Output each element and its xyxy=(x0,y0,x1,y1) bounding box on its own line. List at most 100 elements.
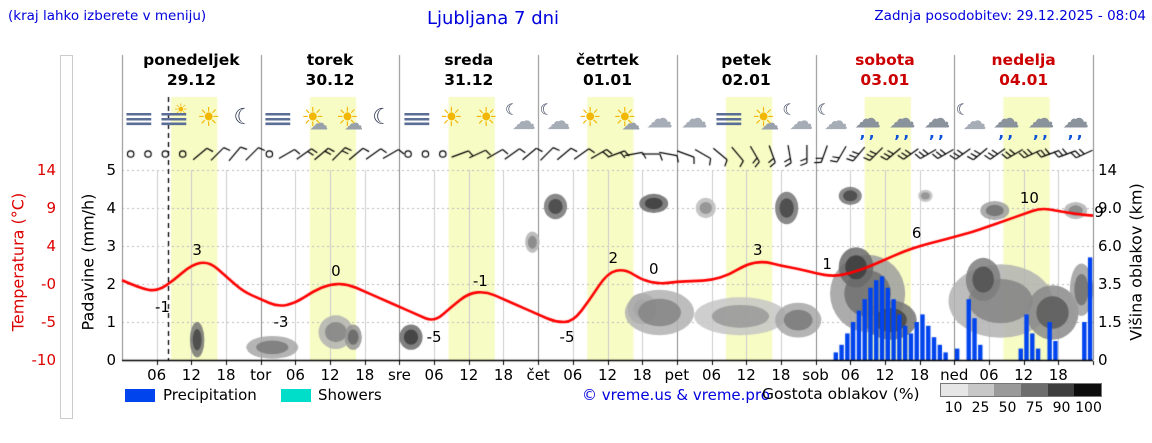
x-axis-day-label: tor xyxy=(250,366,272,384)
day-name: petek xyxy=(721,51,772,69)
x-axis-hour-label: 12 xyxy=(181,366,201,384)
x-axis-day-label: ned xyxy=(940,366,969,384)
cloud-axis-tick: 1.5 xyxy=(1098,313,1122,331)
x-axis-day-label: čet xyxy=(526,366,550,384)
temp-value-label: 3 xyxy=(752,241,763,260)
temp-value-label: -5 xyxy=(426,328,442,346)
x-axis-day-label: sre xyxy=(387,366,411,384)
temp-value-label: 1 xyxy=(822,255,832,274)
cloud-density-tick: 90 xyxy=(1052,400,1071,416)
day-header-četrtek: četrtek 01.01 xyxy=(576,50,639,90)
cloud-density-scale xyxy=(940,383,1102,397)
x-axis-day-label: pet xyxy=(664,366,690,384)
fog-sun-icon: ☀ ≡ xyxy=(157,99,191,132)
precip-axis-tick: 1 xyxy=(106,313,116,331)
temp-value-label: 9 xyxy=(1094,202,1104,221)
x-axis-hour-label: 06 xyxy=(840,366,860,384)
day-name: četrtek xyxy=(576,51,639,69)
day-date: 29.12 xyxy=(166,71,216,90)
sun-cloud-icon: ☀ ☁ xyxy=(613,103,641,135)
x-axis-hour-label: 06 xyxy=(979,366,999,384)
temp-value-label: 6 xyxy=(911,224,922,243)
copyright-link[interactable]: © vreme.us & vreme.pro xyxy=(582,386,770,404)
day-header-nedelja: nedelja 04.01 xyxy=(992,50,1056,90)
x-axis-hour-label: 12 xyxy=(459,366,479,384)
day-header-petek: petek 02.01 xyxy=(721,50,771,90)
precip-axis-tick: 2 xyxy=(106,275,116,293)
rain-icon: ☁ ‚‚ xyxy=(1062,103,1090,143)
temp-value-label: 3 xyxy=(192,241,202,260)
precip-axis-tick: 5 xyxy=(106,161,116,179)
cloud-density-cell xyxy=(1047,384,1075,396)
cloud-moon-icon: ☾ ☁ xyxy=(817,100,848,136)
day-header-torek: torek 30.12 xyxy=(306,50,355,90)
fog-icon: ≡ xyxy=(261,106,295,132)
sun-icon: ☀ xyxy=(578,103,602,134)
sun-icon: ☀ xyxy=(439,103,464,134)
x-axis-hour-label: 12 xyxy=(597,366,618,384)
temp-value-label: -5 xyxy=(559,328,575,346)
cloud-icon: ☁ xyxy=(646,103,674,135)
rain-icon: ☁ ‚‚ xyxy=(888,103,916,143)
precip-axis-tick: 4 xyxy=(106,199,116,217)
page-title: Ljubljana 7 dni xyxy=(426,8,560,29)
temp-axis-tick: 9 xyxy=(46,199,56,217)
x-axis-hour-label: 18 xyxy=(1048,366,1068,384)
x-axis-hour-label: 06 xyxy=(285,366,305,384)
precipitation-axis-label: Padavine (mm/h) xyxy=(78,193,98,331)
rain-icon: ☁ ‚‚ xyxy=(923,103,951,143)
temp-axis-tick: 4 xyxy=(46,237,56,255)
cloud-axis-tick: 14 xyxy=(1098,161,1118,179)
rain-icon: ☁ ‚‚ xyxy=(854,103,882,143)
cloud-density-tick: 100 xyxy=(1075,400,1102,416)
day-name: nedelja xyxy=(991,51,1056,69)
x-axis-hour-label: 18 xyxy=(216,366,236,384)
cloud-height-axis-label: Višina oblakov (km) xyxy=(1126,183,1146,341)
cloud-density-cell xyxy=(967,384,995,396)
cloud-density-tick: 10 xyxy=(944,400,963,416)
x-axis-day-label: sob xyxy=(802,366,829,384)
x-axis-hour-label: 12 xyxy=(1014,366,1034,384)
x-axis-hour-label: 18 xyxy=(632,366,652,384)
moon-icon: ☾ xyxy=(372,104,392,130)
cloud-density-cell xyxy=(994,384,1022,396)
cloud-density-tick: 25 xyxy=(971,400,990,416)
temp-axis-tick: 14 xyxy=(36,161,56,179)
temp-value-label: 0 xyxy=(648,260,659,279)
day-header-sreda: sreda 31.12 xyxy=(444,50,493,90)
temp-value-label: 10 xyxy=(1019,189,1039,208)
cloud-density-cell xyxy=(1021,384,1048,396)
x-axis-hour-label: 06 xyxy=(701,366,722,384)
cloud-density-cell xyxy=(1074,384,1102,396)
day-date: 30.12 xyxy=(305,71,355,90)
day-date: 03.01 xyxy=(860,71,910,90)
cloud-moon-icon: ☾ ☁ xyxy=(539,100,571,136)
day-header-sobota: sobota 03.01 xyxy=(855,50,915,90)
rain-icon: ☁ ‚‚ xyxy=(1027,103,1055,143)
menu-hint: (kraj lahko izberete v meniju) xyxy=(8,8,207,24)
precip-axis-tick: 0 xyxy=(106,351,116,369)
cloud-density-label: Gostota oblakov (%) xyxy=(762,385,920,403)
sun-cloud-icon: ☀ ☁ xyxy=(751,103,780,135)
cloud-icon: ☁ xyxy=(680,103,708,135)
day-date: 02.01 xyxy=(721,71,771,90)
temp-axis-tick: -0 xyxy=(41,275,56,293)
cloud-moon-icon: ☾ ☁ xyxy=(504,100,536,136)
day-date: 01.01 xyxy=(582,71,633,90)
x-axis-hour-label: 12 xyxy=(875,366,895,384)
temp-axis-tick: -10 xyxy=(31,351,57,369)
temperature-axis-label: Temperatura (°C) xyxy=(8,192,28,332)
cloud-axis-tick: 3.5 xyxy=(1098,275,1122,293)
precipitation-legend-label: Precipitation xyxy=(163,386,257,404)
temperature-scale-strip xyxy=(60,55,73,419)
x-axis-hour-label: 18 xyxy=(355,366,375,384)
day-date: 31.12 xyxy=(444,71,494,90)
temp-value-label: -3 xyxy=(273,312,289,331)
rain-icon: ☁ ‚‚ xyxy=(992,103,1020,143)
cloud-density-cell xyxy=(941,384,968,396)
cloud-axis-tick: 0 xyxy=(1098,351,1108,369)
x-axis-hour-label: 12 xyxy=(736,366,756,384)
cloud-density-tick: 75 xyxy=(1025,400,1044,416)
moon-icon: ☾ xyxy=(233,104,254,130)
x-axis-hour-label: 06 xyxy=(147,366,167,384)
